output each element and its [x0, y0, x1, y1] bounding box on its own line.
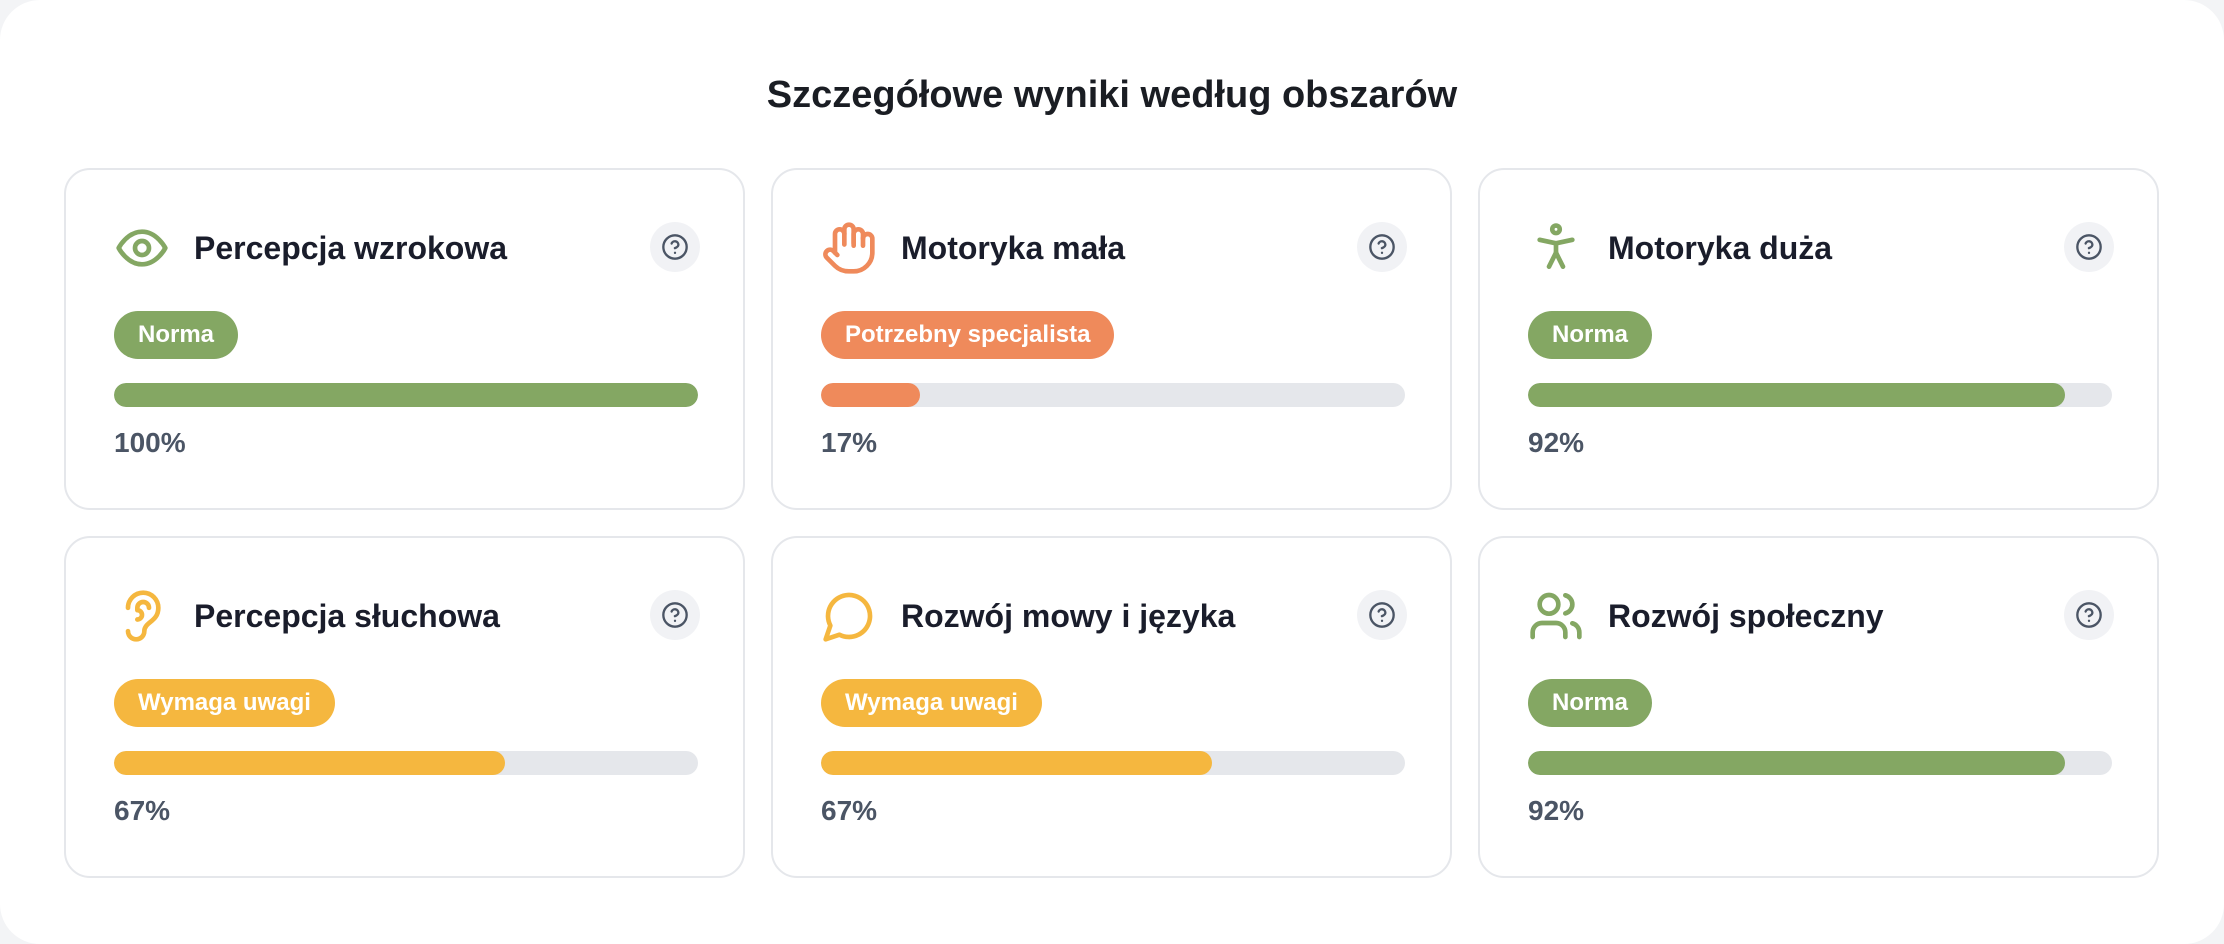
status-badge: Potrzebny specjalista — [821, 311, 1115, 359]
question-circle-icon — [662, 234, 688, 260]
hand-icon — [821, 220, 877, 276]
progress-fill — [821, 751, 1213, 775]
help-button[interactable] — [650, 222, 700, 272]
card-title: Percepcja słuchowa — [194, 598, 500, 634]
status-badge: Wymaga uwagi — [114, 679, 335, 727]
question-circle-icon — [1369, 234, 1395, 260]
help-button[interactable] — [1357, 590, 1407, 640]
results-grid: Percepcja wzrokowa Norma 100% — [64, 168, 2160, 878]
question-circle-icon — [2076, 234, 2102, 260]
progress-fill — [821, 383, 921, 407]
area-card-rozwoj-mowy: Rozwój mowy i języka Wymaga uwagi 67% — [771, 536, 1452, 878]
percent-value: 92% — [1528, 427, 1585, 458]
progress-fill — [114, 383, 698, 407]
eye-icon — [114, 220, 170, 276]
status-badge: Norma — [1528, 679, 1653, 727]
help-button[interactable] — [2064, 590, 2114, 640]
speech-bubble-icon — [821, 588, 877, 644]
progress-fill — [1528, 383, 2066, 407]
person-icon — [1528, 220, 1584, 276]
progress-bar — [114, 751, 698, 775]
card-title: Rozwój mowy i języka — [901, 598, 1236, 634]
question-circle-icon — [2076, 602, 2102, 628]
card-title: Motoryka duża — [1608, 230, 1833, 266]
progress-fill — [114, 751, 506, 775]
progress-fill — [1528, 751, 2066, 775]
page-title: Szczegółowe wyniki według obszarów — [766, 74, 1458, 116]
progress-bar — [1528, 751, 2112, 775]
percent-value: 92% — [1528, 795, 1585, 826]
question-circle-icon — [1369, 602, 1395, 628]
percent-value: 17% — [821, 427, 878, 458]
help-button[interactable] — [650, 590, 700, 640]
percent-value: 67% — [821, 795, 878, 826]
card-title: Motoryka mała — [901, 230, 1126, 266]
status-badge: Norma — [114, 311, 239, 359]
percent-value: 67% — [114, 795, 171, 826]
progress-bar — [821, 751, 1405, 775]
progress-bar — [821, 383, 1405, 407]
area-card-motoryka-duza: Motoryka duża Norma 92% — [1478, 168, 2159, 510]
area-card-percepcja-sluchowa: Percepcja słuchowa Wymaga uwagi 67% — [64, 536, 745, 878]
progress-bar — [1528, 383, 2112, 407]
status-badge: Wymaga uwagi — [821, 679, 1042, 727]
help-button[interactable] — [1357, 222, 1407, 272]
question-circle-icon — [662, 602, 688, 628]
help-button[interactable] — [2064, 222, 2114, 272]
card-title: Rozwój społeczny — [1608, 598, 1884, 634]
percent-value: 100% — [114, 427, 186, 458]
card-title: Percepcja wzrokowa — [194, 230, 508, 266]
area-card-motoryka-mala: Motoryka mała Potrzebny specjalista 17% — [771, 168, 1452, 510]
progress-bar — [114, 383, 698, 407]
users-icon — [1528, 588, 1584, 644]
area-card-percepcja-wzrokowa: Percepcja wzrokowa Norma 100% — [64, 168, 745, 510]
area-card-rozwoj-spoleczny: Rozwój społeczny Norma 92% — [1478, 536, 2159, 878]
ear-icon — [114, 588, 170, 644]
status-badge: Norma — [1528, 311, 1653, 359]
